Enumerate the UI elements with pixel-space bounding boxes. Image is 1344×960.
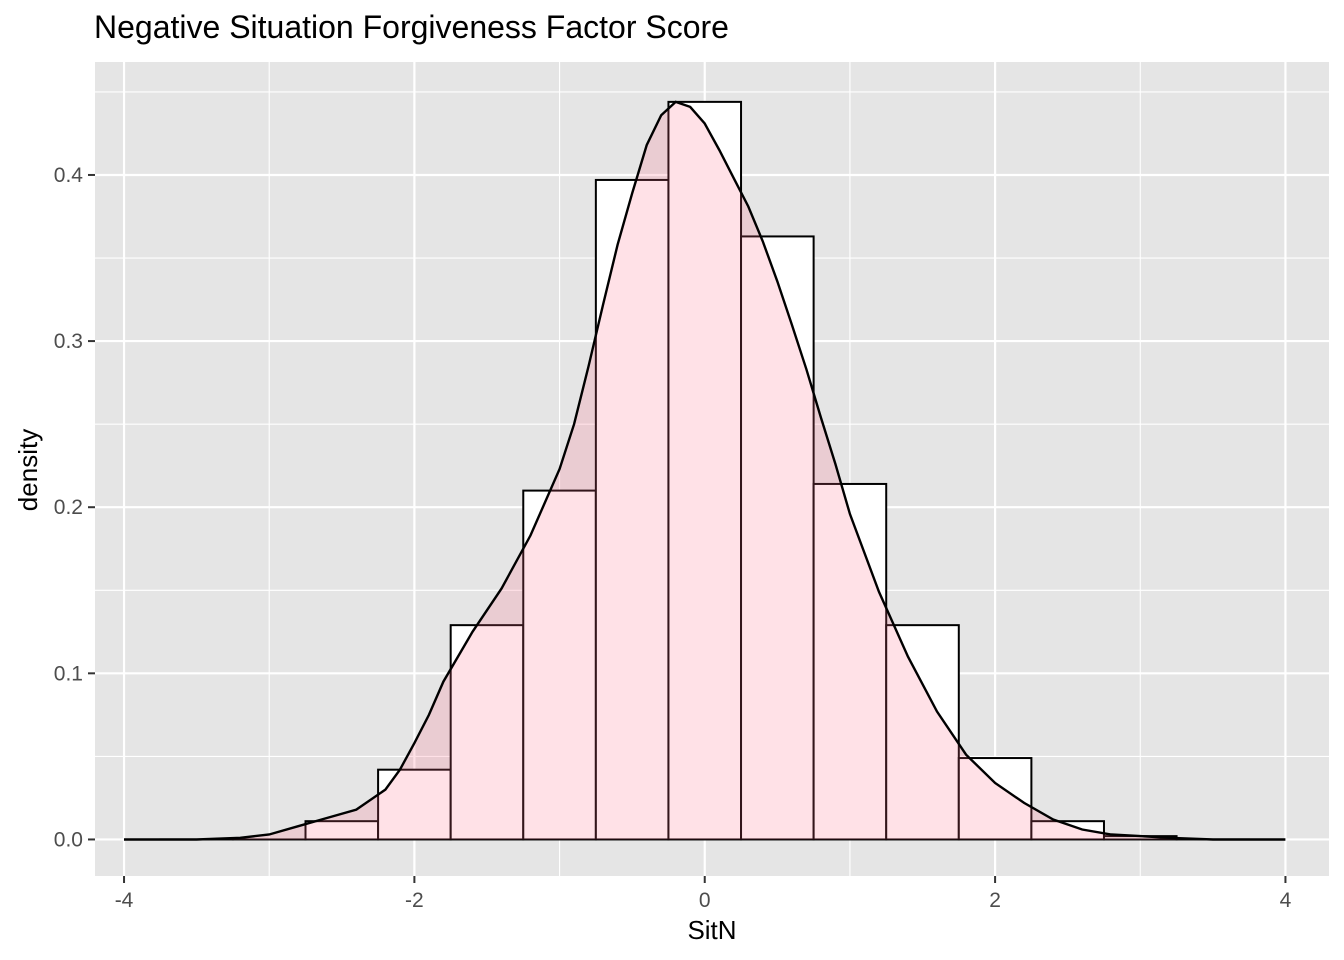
- y-tick-label: 0.0: [54, 828, 83, 851]
- x-tick-label: -2: [405, 889, 424, 912]
- x-tick-label: -4: [115, 889, 134, 912]
- y-tick-label: 0.2: [54, 496, 83, 519]
- x-tick-label: 4: [1280, 889, 1292, 912]
- histogram-bars: [159, 100, 1251, 841]
- histogram-bar: [740, 235, 815, 841]
- y-tick-label: 0.4: [54, 164, 84, 187]
- y-tick-label: 0.3: [54, 330, 83, 353]
- histogram-bar: [449, 624, 525, 841]
- histogram-bar: [885, 624, 960, 841]
- histogram-bar: [594, 178, 670, 841]
- x-tick-label: 2: [989, 889, 1001, 912]
- histogram-bar: [1030, 820, 1105, 841]
- x-tick-label: 0: [699, 889, 711, 912]
- y-tick-label: 0.1: [54, 662, 83, 685]
- y-axis-title: density: [13, 429, 43, 511]
- histogram-bar: [812, 482, 888, 841]
- histogram-bar: [667, 100, 743, 841]
- axes: -4 -2 0 2 4 0.0 0.1 0.2 0.3 0.4: [54, 164, 1292, 912]
- chart-title: Negative Situation Forgiveness Factor Sc…: [94, 9, 729, 45]
- density-curve: [124, 100, 1286, 841]
- density-area: [124, 101, 1286, 840]
- x-axis-title: SitN: [687, 915, 736, 945]
- histogram-bar: [522, 489, 597, 841]
- density-layer: [124, 100, 1286, 841]
